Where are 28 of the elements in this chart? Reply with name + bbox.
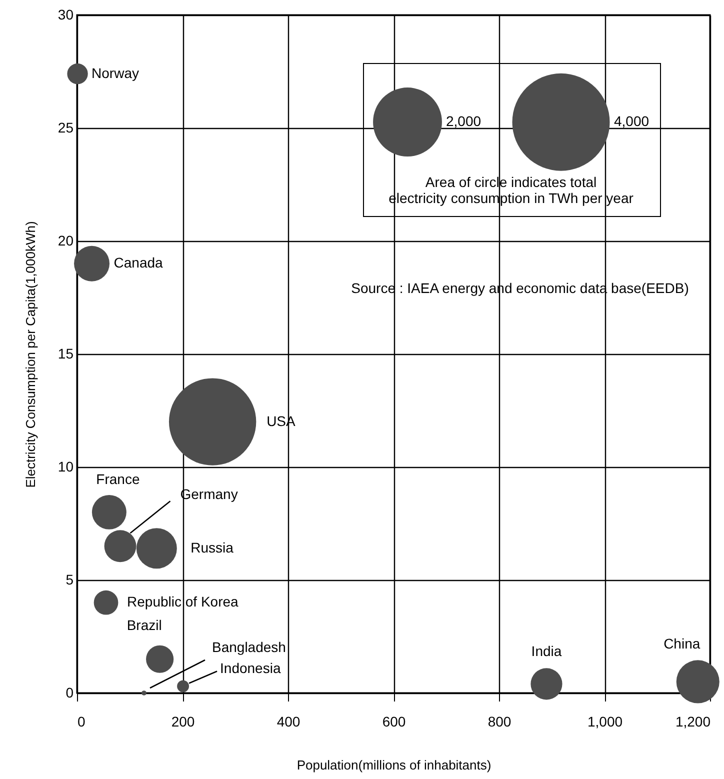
y-tick-label: 20	[58, 232, 74, 248]
y-tick-label: 5	[66, 572, 74, 588]
series-label: China	[664, 636, 700, 652]
x-tick-label: 1,200	[675, 714, 711, 730]
x-tick-label: 800	[488, 714, 512, 730]
x-tick-label: 200	[171, 714, 195, 730]
series-label: India	[531, 642, 562, 659]
series-label: France	[96, 471, 140, 488]
series-label: Brazil	[126, 617, 162, 634]
text: Bangladesh	[212, 639, 286, 655]
x-axis-title: Population(millions of inhabitants)	[296, 758, 492, 772]
text: Indonesia	[220, 660, 281, 676]
y-tick-label: 10	[58, 458, 74, 474]
y-axis-title: Electricity Consumption per Capita(1,000kWh)	[22, 221, 38, 488]
y-tick-label: 25	[58, 120, 74, 136]
y-tick-label: 15	[58, 346, 74, 362]
x-tick-label: 400	[276, 714, 300, 730]
x-tick-label: 1,000	[587, 714, 623, 730]
series-label: Norway	[92, 64, 139, 81]
series-label: Russia	[190, 539, 234, 556]
series-label: Canada	[114, 254, 164, 271]
y-tick-label: 30	[58, 6, 74, 22]
legend-label: 2,000	[446, 113, 482, 130]
series-label: Republic of Korea	[127, 594, 239, 610]
x-tick-label: 600	[382, 714, 406, 730]
x-tick-label: 0	[78, 714, 86, 730]
legend-label: 4,000	[614, 113, 650, 130]
y-tick-label: 0	[66, 684, 74, 700]
